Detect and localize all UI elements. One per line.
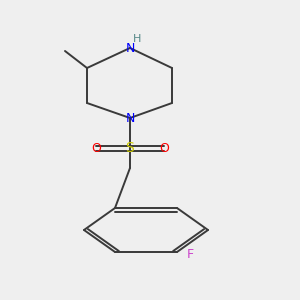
Text: S: S — [126, 141, 134, 155]
Text: O: O — [159, 142, 169, 154]
Text: O: O — [91, 142, 101, 154]
Text: H: H — [133, 34, 141, 44]
Text: N: N — [125, 41, 135, 55]
Text: N: N — [125, 112, 135, 124]
Text: F: F — [186, 248, 194, 262]
